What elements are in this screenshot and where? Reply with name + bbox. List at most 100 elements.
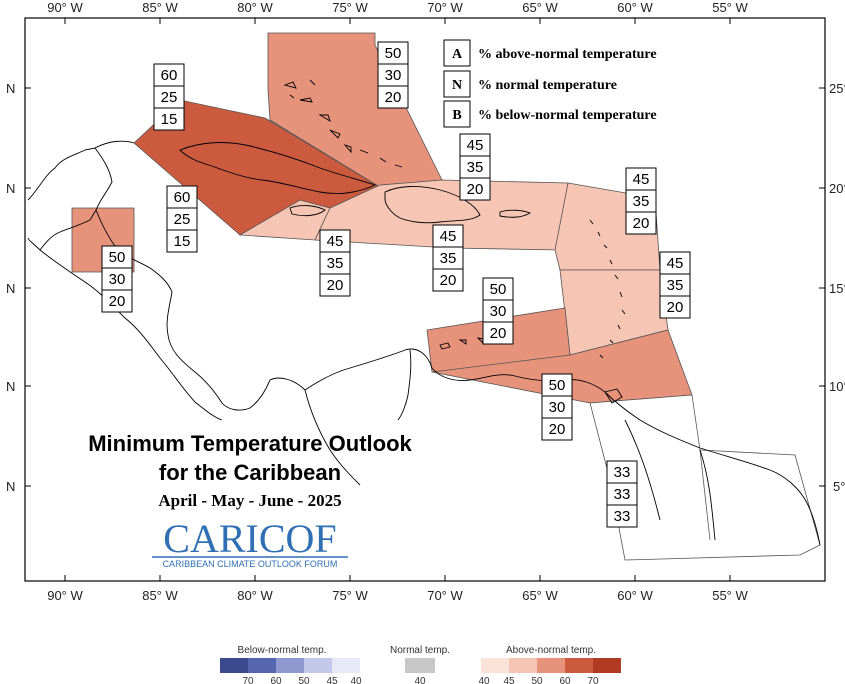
lon-top-label: 55° W: [712, 0, 748, 15]
swatch-above-45: [509, 658, 537, 673]
scale-swatches-above: [481, 658, 621, 673]
prob-below: 20: [440, 272, 457, 289]
prob-below: 20: [327, 277, 344, 294]
central-america-pacific: [39, 249, 223, 421]
key-text: % normal temperature: [478, 78, 617, 93]
prob-stack-guianas: 33 33 33: [606, 460, 638, 528]
prob-below: 15: [161, 111, 178, 128]
zones-layer: [71, 32, 821, 561]
scale-label: 50: [531, 676, 543, 684]
caricof-logo: CARICOF CARIBBEAN CLIMATE OUTLOOK FORUM: [152, 516, 348, 569]
key-text: % below-normal temperature: [478, 108, 657, 123]
prob-normal: 30: [549, 399, 566, 416]
scale-label: 45: [326, 676, 338, 684]
lon-top-label: 85° W: [142, 0, 178, 15]
scale-swatches-below: [220, 658, 360, 673]
central-america-coast: [95, 209, 306, 411]
swatch-below-50: [276, 658, 304, 673]
lat-left-label: N: [6, 81, 15, 96]
prob-normal: 25: [174, 211, 191, 228]
swatch-above-60: [565, 658, 593, 673]
scale-title-above: Above-normal temp.: [506, 645, 596, 656]
south-america-inland: [304, 349, 412, 486]
guianas-rivers: [624, 419, 716, 541]
prob-stack-hispaniola: 45 35 20: [432, 224, 464, 292]
swatch-normal-40: [405, 658, 435, 673]
prob-stack-bahamas: 50 30 20: [377, 41, 409, 109]
prob-above: 50: [490, 281, 507, 298]
prob-stack-cuba-north: 60 25 15: [153, 63, 185, 131]
lat-right-label: 25°: [829, 81, 845, 96]
prob-below: 33: [614, 508, 631, 525]
lon-bottom-label: 55° W: [712, 588, 748, 603]
key-letter: A: [452, 47, 463, 62]
prob-stack-jamaica: 45 35 20: [319, 229, 351, 297]
mexico-coast: [27, 147, 113, 251]
lon-top-label: 75° W: [332, 0, 368, 15]
logo-subtitle: CARIBBEAN CLIMATE OUTLOOK FORUM: [163, 559, 338, 569]
lon-top-labels: 90° W 85° W 80° W 75° W 70° W 65° W 60° …: [47, 0, 748, 15]
scale-label: 60: [270, 676, 282, 684]
lon-top-label: 80° W: [237, 0, 273, 15]
prob-normal: 25: [161, 89, 178, 106]
prob-stack-turks-caicos: 45 35 20: [459, 133, 491, 201]
lon-top-label: 60° W: [617, 0, 653, 15]
prob-normal: 35: [327, 255, 344, 272]
prob-above: 33: [614, 464, 631, 481]
prob-stack-trinidad: 50 30 20: [541, 373, 573, 441]
lon-top-label: 65° W: [522, 0, 558, 15]
scale-label: 45: [503, 676, 515, 684]
swatch-below-45: [304, 658, 332, 673]
jamaica-coast: [289, 205, 326, 217]
swatch-above-70: [593, 658, 621, 673]
bahamas-islands: [283, 79, 403, 168]
prob-below: 20: [490, 325, 507, 342]
key-row-below: B % below-normal temperature: [443, 100, 657, 128]
prob-normal: 33: [614, 486, 631, 503]
prob-above: 45: [667, 255, 684, 272]
lat-left-label: N: [6, 379, 15, 394]
lat-left-label: N: [6, 281, 15, 296]
prob-above: 45: [633, 171, 650, 188]
scale-label: 50: [298, 676, 310, 684]
prob-stack-belize: 50 30 20: [101, 245, 133, 313]
lon-bottom-label: 60° W: [617, 588, 653, 603]
prob-below: 20: [467, 181, 484, 198]
cuba-coast: [179, 142, 377, 195]
zone-divider: [699, 449, 711, 541]
key-row-above: A % above-normal temperature: [443, 39, 657, 67]
lon-bottom-labels: 90° W 85° W 80° W 75° W 70° W 65° W 60° …: [47, 588, 748, 603]
lon-top-label: 70° W: [427, 0, 463, 15]
tick-marks: [25, 18, 825, 581]
scale-title-below: Below-normal temp.: [238, 645, 327, 656]
lat-right-labels: 25° 20° 15° 10° 5°: [829, 81, 845, 494]
prob-stack-leeward: 45 35 20: [625, 167, 657, 235]
lat-right-label: 10°: [829, 379, 845, 394]
lon-bottom-label: 75° W: [332, 588, 368, 603]
map-period: April - May - June - 2025: [158, 491, 341, 510]
prob-above: 60: [161, 67, 178, 84]
lon-bottom-label: 85° W: [142, 588, 178, 603]
trinidad-shape: [604, 388, 623, 404]
yucatan-coast: [94, 140, 135, 149]
key-letter: B: [452, 108, 461, 123]
prob-above: 50: [109, 249, 126, 266]
prob-stack-abc: 50 30 20: [482, 277, 514, 345]
map-title: Minimum Temperature Outlook: [88, 431, 412, 456]
probability-key: A % above-normal temperature N % normal …: [443, 39, 657, 128]
prob-below: 20: [385, 89, 402, 106]
prob-normal: 30: [385, 67, 402, 84]
lat-right-label: 5°: [833, 479, 845, 494]
lon-bottom-label: 70° W: [427, 588, 463, 603]
key-row-normal: N % normal temperature: [443, 70, 617, 98]
prob-normal: 30: [109, 271, 126, 288]
prob-above: 60: [174, 189, 191, 206]
key-text: % above-normal temperature: [478, 47, 657, 62]
prob-above: 45: [467, 137, 484, 154]
prob-normal: 30: [490, 303, 507, 320]
lat-right-label: 15°: [829, 281, 845, 296]
prob-above: 50: [549, 377, 566, 394]
swatch-below-40: [332, 658, 360, 673]
prob-normal: 35: [667, 277, 684, 294]
